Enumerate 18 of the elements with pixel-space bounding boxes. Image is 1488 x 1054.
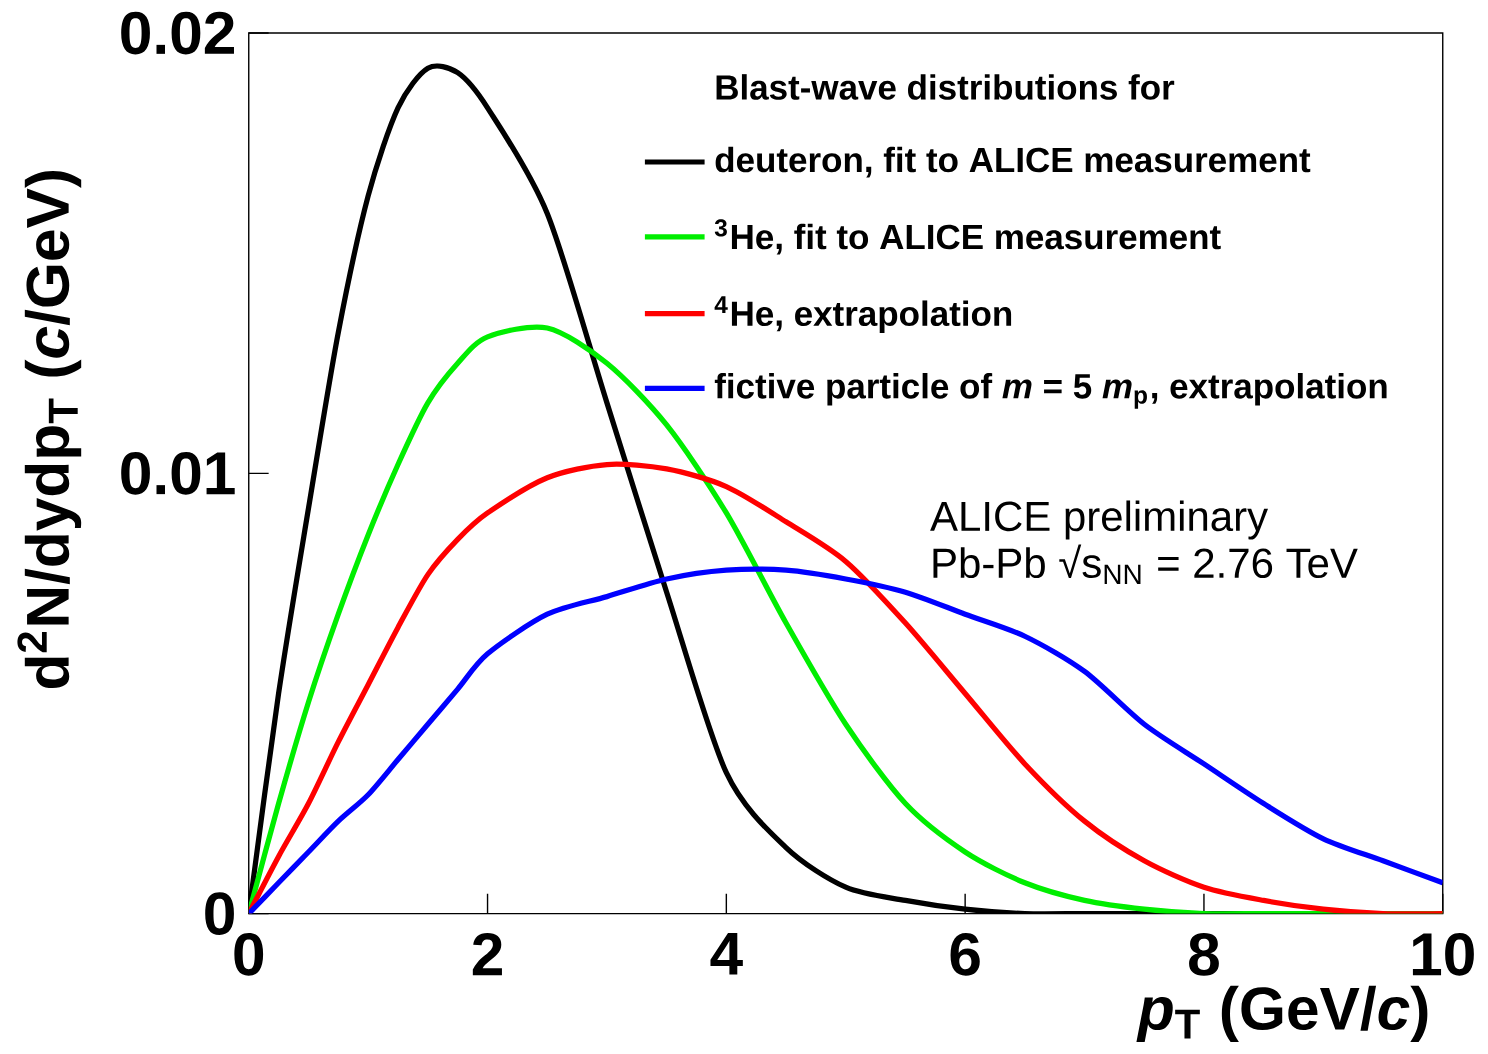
legend-label: $^{3}$He, fit to ALICE measurement [714,219,1221,255]
annotation: ALICE preliminary [930,500,1268,540]
x-tick-label: 6 [950,933,980,976]
x-axis-title: p$_{T}$ (GeV/c) [1136,985,1428,1043]
x-tick-label: 8 [1189,933,1219,976]
x-tick-label: 0 [234,933,264,976]
x-tick-label: 2 [472,933,502,976]
y-tick-label: 0.01 [121,452,235,495]
x-tick-label: 10 [1412,933,1474,976]
y-axis-title: d$^{2}$N/dydp$_{T}$ (c/GeV) [17,171,82,689]
y-tick-label: 0.02 [121,11,234,55]
legend-label: deuteron, fit to ALICE measurement [715,146,1311,178]
x-tick-label: 4 [710,933,743,975]
legend-title: Blast-wave distributions for [716,74,1175,100]
annotation: Pb-Pb √s$_{NN}$ = 2.76 TeV [933,544,1358,585]
y-tick-label: 0 [205,892,234,936]
legend-label: fictive particle of m = 5 m$_{p}$, extrapolation [714,373,1387,409]
legend-label: $^{4}$He, extrapolation [714,296,1012,334]
